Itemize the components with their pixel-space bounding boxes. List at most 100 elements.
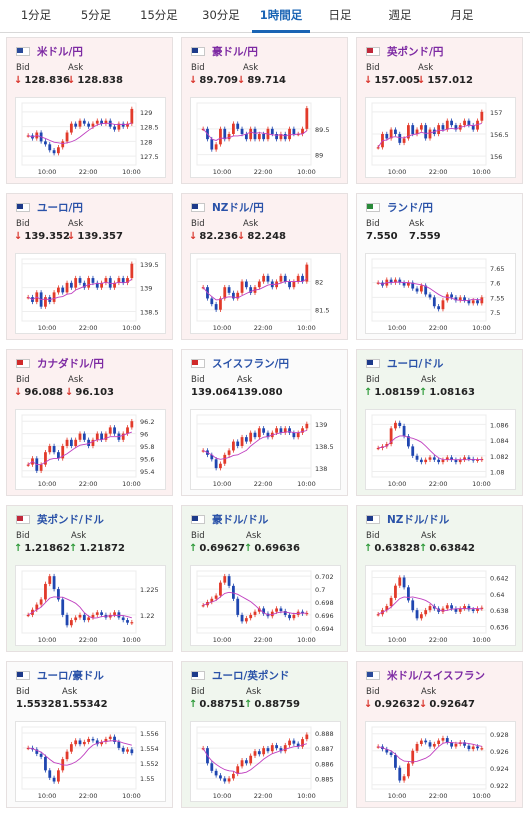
mini-chart[interactable]: 0.888 0.887 0.886 0.885 10:00 22:00 10:00 (190, 721, 341, 802)
candle-body (275, 428, 278, 433)
candle-body (113, 126, 116, 130)
currency-pair-link[interactable]: カナダドル/円 (37, 358, 104, 370)
currency-pair-link[interactable]: NZドル/円 (212, 202, 264, 214)
candle-body (232, 773, 235, 779)
panel-eurjpy[interactable]: ユーロ/円 Bid Ask ↓ 139.352 ↓ 139.357 139.5 139… (6, 193, 173, 340)
candle-body (467, 120, 471, 126)
y-tick-label: 81.5 (315, 307, 329, 315)
candlestick-chart: 139 138.5 138 10:00 22:00 10:00 (196, 414, 334, 488)
mini-chart[interactable]: 139.5 139 138.5 10:00 22:00 10:00 (15, 253, 166, 334)
panel-cadjpy[interactable]: カナダドル/円 Bid Ask ↓ 96.088 ↓ 96.103 96.2 96 95… (6, 349, 173, 496)
mini-chart[interactable]: 0.702 0.7 0.698 0.696 0.694 10:00 22:00 10:00 (190, 565, 341, 646)
currency-pair-link[interactable]: スイスフラン/円 (212, 358, 290, 370)
panel-audjpy[interactable]: 豪ドル/円 Bid Ask ↓ 89.709 ↓ 89.714 89.5 89 10:0… (181, 37, 348, 184)
candle-body (117, 123, 121, 130)
currency-pair-link[interactable]: 米ドル/円 (37, 46, 83, 58)
currency-pair-link[interactable]: 英ポンド/円 (387, 46, 444, 58)
x-tick-label: 10:00 (472, 636, 491, 644)
currency-pair-link[interactable]: ユーロ/英ポンド (212, 670, 290, 682)
down-arrow-icon: ↓ (237, 231, 246, 242)
flag-eu-icon (16, 671, 30, 680)
candle-body (389, 279, 393, 283)
panel-audusd[interactable]: 豪ドル/ドル Bid Ask ↑ 0.69627 ↑ 0.69636 0.702 0.… (181, 505, 348, 652)
candle-body (121, 747, 125, 752)
candle-body (257, 428, 261, 438)
currency-pair-link[interactable]: ランド/円 (387, 202, 433, 214)
currency-pair-link[interactable]: 豪ドル/ドル (212, 514, 269, 526)
mini-chart[interactable]: 1.556 1.554 1.552 1.55 10:00 22:00 10:00 (15, 721, 166, 802)
currency-pair-link[interactable]: 英ポンド/ドル (37, 514, 104, 526)
panel-eurgbp[interactable]: ユーロ/英ポンド Bid Ask ↑ 0.88751 ↑ 0.88759 0.888… (181, 661, 348, 808)
tab-monthly[interactable]: 月足 (450, 8, 474, 22)
mini-chart[interactable]: 157 156.5 156 10:00 22:00 10:00 (365, 97, 516, 178)
candle-body (301, 739, 304, 747)
candle-body (279, 748, 283, 752)
y-tick-label: 0.885 (315, 775, 334, 783)
tab-15min[interactable]: 15分足 (140, 8, 178, 22)
y-tick-label: 1.084 (490, 437, 509, 445)
mini-chart[interactable]: 0.642 0.64 0.638 0.636 10:00 22:00 10:00 (365, 565, 516, 646)
candle-body (74, 617, 78, 621)
panel-gbpusd[interactable]: 英ポンド/ドル Bid Ask ↑ 1.21862 ↑ 1.21872 1.225 1… (6, 505, 173, 652)
candle-body (130, 421, 134, 428)
candle-body (219, 128, 222, 145)
candle-body (232, 292, 235, 299)
panel-zarjpy[interactable]: ランド/円 Bid Ask 7.550 7.559 7.65 7.6 7.55 7.5… (356, 193, 523, 340)
x-tick-label: 22:00 (254, 324, 273, 332)
tab-5min[interactable]: 5分足 (80, 8, 112, 22)
candle-body (437, 740, 441, 744)
candle-body (48, 576, 52, 584)
mini-chart[interactable]: 96.2 96 95.8 95.6 95.4 10:00 22:00 10:00 (15, 409, 166, 490)
y-tick-label: 0.642 (490, 575, 509, 583)
mini-chart[interactable]: 89.5 89 10:00 22:00 10:00 (190, 97, 341, 178)
up-arrow-icon: ↑ (69, 543, 78, 554)
currency-pair-link[interactable]: NZドル/ドル (387, 514, 450, 526)
currency-pair-link[interactable]: ユーロ/豪ドル (37, 670, 104, 682)
candlestick-chart: 1.086 1.084 1.082 1.08 10:00 22:00 10:00 (371, 414, 509, 488)
x-tick-label: 10:00 (213, 792, 232, 800)
panel-chfjpy[interactable]: スイスフラン/円 Bid Ask 139.064 139.080 139 138.… (181, 349, 348, 496)
panel-usdchf[interactable]: 米ドル/スイスフラン Bid Ask ↓ 0.92632 ↓ 0.92647 0.9… (356, 661, 523, 808)
panel-nzdusd[interactable]: NZドル/ドル Bid Ask ↑ 0.63828 ↑ 0.63842 0.642 0… (356, 505, 523, 652)
panel-euraud[interactable]: ユーロ/豪ドル Bid Ask 1.55328 1.55342 1.556 1.5… (6, 661, 173, 808)
tab-1min[interactable]: 1分足 (20, 8, 52, 22)
candle-body (463, 120, 466, 126)
candle-body (244, 281, 248, 288)
x-tick-label: 10:00 (213, 168, 232, 176)
currency-pair-link[interactable]: ユーロ/ドル (387, 358, 444, 370)
panel-gbpjpy[interactable]: 英ポンド/円 Bid Ask ↓ 157.005 ↓ 157.012 157 156.… (356, 37, 523, 184)
mini-chart[interactable]: 1.225 1.22 10:00 22:00 10:00 (15, 565, 166, 646)
mini-chart[interactable]: 129 128.5 128 127.5 10:00 22:00 10:00 (15, 97, 166, 178)
tab-1hour[interactable]: 1時間足 (252, 0, 310, 33)
candle-body (232, 441, 235, 451)
currency-pair-link[interactable]: 米ドル/スイスフラン (387, 670, 486, 682)
flag-au-icon (191, 47, 205, 56)
candle-body (227, 287, 231, 293)
mini-chart[interactable]: 0.928 0.926 0.924 0.922 10:00 22:00 10:00 (365, 721, 516, 802)
candle-body (130, 622, 134, 624)
mini-chart[interactable]: 1.086 1.084 1.082 1.08 10:00 22:00 10:00 (365, 409, 516, 490)
candle-body (214, 459, 218, 469)
candle-body (458, 608, 462, 612)
candle-body (257, 281, 261, 288)
up-arrow-icon: ↑ (419, 387, 428, 398)
x-tick-label: 10:00 (122, 636, 141, 644)
mini-chart[interactable]: 82 81.5 10:00 22:00 10:00 (190, 253, 341, 334)
tab-30min[interactable]: 30分足 (202, 8, 240, 22)
candle-body (301, 428, 304, 433)
candle-body (402, 776, 406, 781)
currency-pair-link[interactable]: ユーロ/円 (37, 202, 83, 214)
y-tick-label: 89 (315, 152, 323, 160)
mini-chart[interactable]: 7.65 7.6 7.55 7.5 10:00 22:00 10:00 (365, 253, 516, 334)
currency-pair-link[interactable]: 豪ドル/円 (212, 46, 258, 58)
ask-label: Ask (68, 63, 84, 73)
mini-chart[interactable]: 139 138.5 138 10:00 22:00 10:00 (190, 409, 341, 490)
panel-usdjpy[interactable]: 米ドル/円 Bid Ask ↓ 128.836 ↓ 128.838 129 128.5… (6, 37, 173, 184)
panel-nzdjpy[interactable]: NZドル/円 Bid Ask ↓ 82.236 ↓ 82.248 82 81.5 10:… (181, 193, 348, 340)
panel-eurusd[interactable]: ユーロ/ドル Bid Ask ↑ 1.08159 ↑ 1.08163 1.086 1.… (356, 349, 523, 496)
ask-price: ↓ 157.012 (417, 75, 473, 86)
tab-weekly[interactable]: 週足 (388, 8, 412, 22)
tab-daily[interactable]: 日足 (328, 8, 352, 22)
y-tick-label: 0.696 (315, 612, 334, 620)
candle-body (210, 298, 214, 305)
